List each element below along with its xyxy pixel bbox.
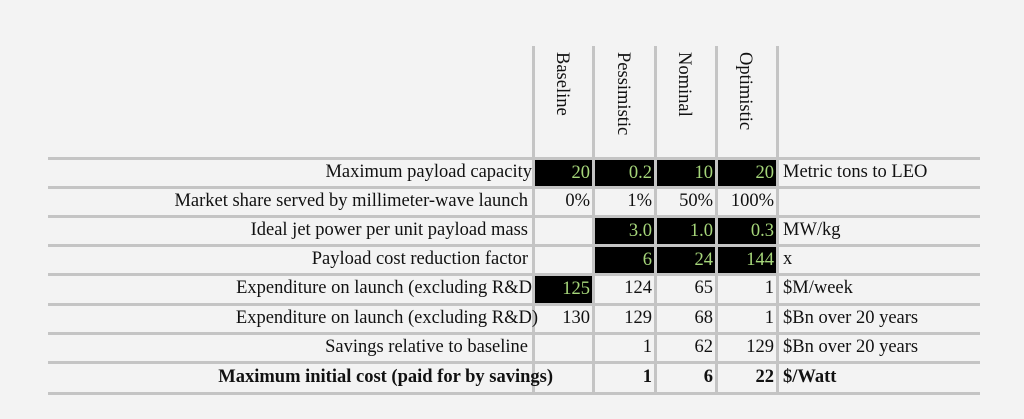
row-label: Expenditure on launch (excluding R&D (236, 278, 532, 298)
cell-nominal: 1.0 (657, 218, 715, 244)
cell-baseline (535, 217, 592, 244)
cell-baseline (535, 334, 592, 361)
cell-baseline: 20 (535, 160, 592, 186)
cell-nominal: 62 (694, 337, 714, 357)
grid-line (715, 46, 718, 395)
column-header-nominal: Nominal (674, 52, 694, 117)
grid-line (48, 273, 980, 276)
cell-pessimistic: 0.2 (595, 160, 654, 186)
grid-line (48, 303, 980, 306)
grid-line (654, 46, 657, 395)
cell-pessimistic: 1% (627, 191, 652, 211)
column-header-optimistic: Optimistic (735, 52, 755, 131)
cell-nominal: 65 (694, 278, 714, 298)
row-unit: $M/week (783, 278, 853, 298)
cell-baseline: 0% (565, 191, 590, 211)
cell-nominal: 50% (679, 191, 713, 211)
row-unit: $Bn over 20 years (783, 308, 919, 328)
grid-line (592, 46, 595, 395)
column-header-pessimistic: Pessimistic (613, 52, 633, 136)
row-label: Payload cost reduction factor (311, 249, 528, 269)
row-label: Maximum initial cost (paid for by saving… (218, 367, 553, 387)
cell-optimistic: 0.3 (718, 218, 776, 244)
cell-pessimistic: 3.0 (595, 218, 654, 244)
row-unit: Metric tons to LEO (783, 162, 928, 182)
cell-nominal: 24 (657, 247, 715, 273)
cell-optimistic: 22 (755, 367, 775, 387)
cell-pessimistic: 129 (624, 308, 652, 328)
cell-optimistic: 1 (764, 308, 774, 328)
grid-line (48, 186, 980, 189)
row-unit: MW/kg (783, 220, 841, 240)
cell-baseline (535, 246, 592, 273)
row-unit (779, 188, 979, 215)
grid-line (48, 244, 980, 247)
cell-pessimistic: 124 (624, 278, 652, 298)
cell-optimistic: 20 (718, 160, 776, 186)
cell-pessimistic: 1 (642, 367, 652, 387)
row-label: Maximum payload capacity (325, 162, 532, 182)
grid-line (48, 215, 980, 218)
column-header-baseline: Baseline (552, 52, 572, 116)
grid-line (48, 392, 980, 395)
cell-optimistic: 129 (746, 337, 774, 357)
cell-nominal: 10 (657, 160, 715, 186)
grid-line (48, 361, 980, 364)
grid-line (48, 157, 980, 160)
row-unit: $Bn over 20 years (783, 337, 919, 357)
grid-line (776, 46, 779, 395)
cell-optimistic: 100% (730, 191, 774, 211)
row-label: Ideal jet power per unit payload mass (250, 220, 528, 240)
cell-optimistic: 1 (764, 278, 774, 298)
row-label: Market share served by millimeter-wave l… (174, 191, 528, 211)
cell-baseline: 130 (562, 308, 590, 328)
row-unit: $/Watt (783, 367, 837, 387)
row-label: Expenditure on launch (excluding R&D) (235, 308, 538, 328)
row-unit: x (783, 249, 793, 269)
row-label: Savings relative to baseline (325, 337, 528, 357)
cell-pessimistic: 1 (642, 337, 652, 357)
cell-optimistic: 144 (718, 247, 776, 273)
cell-baseline: 125 (535, 276, 592, 303)
grid-line (532, 46, 535, 395)
cell-nominal: 68 (694, 308, 714, 328)
cell-pessimistic: 6 (595, 247, 654, 273)
grid-line (48, 332, 980, 335)
cell-nominal: 6 (703, 367, 713, 387)
